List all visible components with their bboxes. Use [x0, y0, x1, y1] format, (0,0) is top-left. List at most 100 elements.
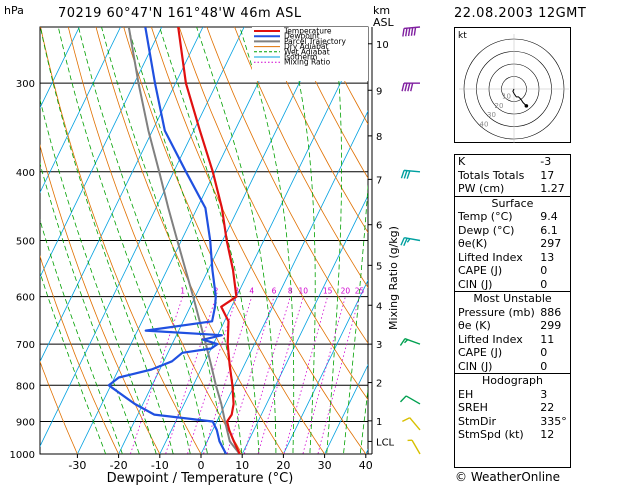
index-value: 12 — [540, 428, 555, 441]
isotherm-line — [324, 363, 368, 454]
legend-label: Isotherm — [284, 53, 317, 62]
hodograph-index-row: SREH 22 — [455, 401, 570, 415]
wet-adiabat — [40, 27, 174, 454]
isotherm-line — [40, 27, 204, 363]
hodograph-index-row: StmDir 335° — [455, 415, 570, 429]
mixing-ratio-label: 8 — [288, 287, 293, 296]
hodograph-trace — [512, 88, 527, 107]
index-label: θe(K) — [458, 237, 488, 250]
wet-adiabat — [196, 27, 277, 454]
wet-adiabat — [239, 27, 295, 454]
index-value: 0 — [540, 264, 548, 277]
wind-barb-flag — [403, 170, 408, 179]
index-label: Dewp (°C) — [458, 223, 515, 237]
index-value: 6.1 — [540, 223, 558, 237]
index-label: Lifted Index — [458, 332, 523, 346]
wet-adiabat — [127, 27, 243, 454]
wind-barb-flag — [413, 27, 417, 36]
most-unstable-index-row: CIN (J) 0 — [455, 360, 570, 374]
isotherm-line — [40, 27, 163, 278]
dry-adiabat — [206, 27, 368, 344]
wet-adiabat — [343, 181, 368, 454]
mixing-ratio-line — [129, 296, 183, 454]
x-tick-label: 40 — [359, 459, 373, 472]
index-label: SREH — [458, 401, 488, 414]
legend-label: Mixing Ratio — [284, 58, 331, 67]
index-label: Lifted Index — [458, 250, 523, 264]
wind-barb-flag — [405, 28, 408, 37]
x-tick-label: 10 — [235, 459, 249, 472]
wet-adiabat — [40, 219, 123, 454]
dry-adiabat — [261, 27, 368, 234]
wet-adiabat — [326, 27, 342, 454]
x-tick-label: -20 — [110, 459, 128, 472]
hodograph-ring-label: 40 — [480, 121, 489, 129]
hodograph-ring-label: 20 — [495, 102, 504, 110]
pressure-tick-label: 300 — [16, 79, 35, 90]
isotherm-line — [118, 27, 327, 454]
wind-barb — [402, 26, 421, 37]
wind-barb — [399, 395, 421, 405]
dry-adiabat — [123, 27, 326, 454]
datetime-header: 22.08.2003 12GMT — [454, 6, 587, 21]
index-label: StmSpd (kt) — [458, 428, 524, 441]
x-tick-label: 30 — [318, 459, 332, 472]
profile-lines — [107, 27, 241, 454]
hodograph-index-row: StmSpd (kt) 12 — [455, 428, 570, 442]
index-label: θe (K) — [458, 319, 491, 332]
index-label: StmDir — [458, 414, 497, 428]
index-value: 297 — [540, 237, 562, 250]
wind-barb-flag — [404, 339, 409, 344]
mixing-ratio-axis-label: Mixing Ratio (g/kg) — [387, 226, 400, 330]
wind-barb-flag — [402, 28, 405, 37]
index-value: 9.4 — [540, 210, 558, 223]
legend-label: Dry Adiabat — [284, 42, 328, 51]
wet-adiabat — [78, 27, 208, 454]
x-tick-label: 20 — [276, 459, 290, 472]
index-value: 0 — [540, 277, 548, 291]
index-value: 0 — [540, 346, 548, 359]
index-label: Totals Totals — [458, 168, 525, 182]
surface-index-row: Dewp (°C) 6.1 — [455, 224, 570, 238]
general-index-row: PW (cm) 1.27 — [455, 182, 570, 196]
wind-barbs — [399, 26, 421, 455]
most-unstable-index-row: Lifted Index 11 — [455, 333, 570, 347]
index-value: 17 — [540, 168, 555, 182]
most-unstable-index-row: CAPE (J) 0 — [455, 346, 570, 360]
temperature-line — [177, 27, 241, 454]
km-tick-label: 6 — [376, 221, 382, 232]
dry-adiabat — [178, 27, 368, 401]
index-label: CAPE (J) — [458, 264, 503, 277]
isotherm-line — [40, 27, 80, 109]
surface-index-row: CIN (J) 0 — [455, 278, 570, 292]
mixing-ratio-label: 25 — [355, 287, 365, 296]
most-unstable-index-row: θe (K) 299 — [455, 319, 570, 333]
index-value: 13 — [540, 250, 555, 264]
x-tick-label: -10 — [151, 459, 169, 472]
dry-adiabat — [40, 360, 78, 454]
mixing-ratio-line — [302, 296, 346, 454]
background-lines — [40, 14, 629, 469]
wind-barb-staff — [405, 395, 421, 405]
weatheronline-credit: © WeatherOnline — [455, 470, 561, 484]
wind-barb-flag — [400, 237, 405, 246]
wind-barb — [401, 82, 420, 92]
dry-adiabat — [289, 27, 368, 179]
wet-adiabat — [40, 162, 140, 454]
wind-barb-flag — [403, 237, 408, 247]
pressure-tick-label: 800 — [16, 381, 35, 392]
dry-adiabat — [40, 144, 161, 454]
dry-adiabat — [586, 14, 629, 469]
index-label: PW (cm) — [458, 182, 505, 195]
legend-label: Wet Adiabat — [284, 47, 330, 56]
pressure-tick-label: 700 — [16, 340, 35, 351]
dry-adiabat — [40, 27, 202, 454]
index-label: Pressure (mb) — [458, 305, 535, 319]
mixing-ratio-line — [226, 296, 275, 454]
surface-index-row: CAPE (J) 0 — [455, 264, 570, 278]
wind-barb-staff — [409, 417, 421, 431]
wind-barb-staff — [411, 439, 421, 455]
